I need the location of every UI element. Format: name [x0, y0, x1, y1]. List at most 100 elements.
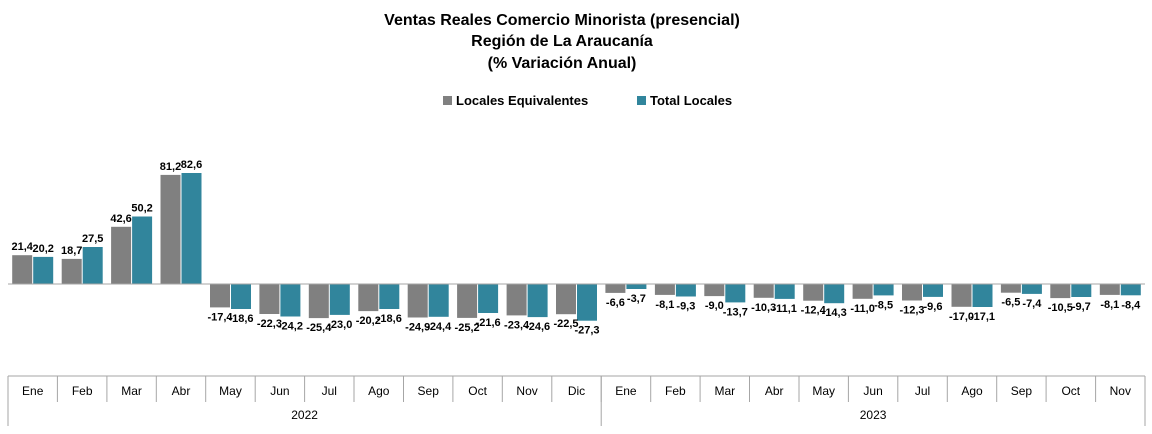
x-tick-label-5: Jun: [270, 384, 289, 398]
bar-locales-equivalentes-21: [1050, 284, 1071, 299]
bar-locales-equivalentes-11: [556, 284, 576, 315]
bar-total-locales-7: [379, 284, 400, 309]
bar-locales-equivalentes-19: [951, 284, 972, 307]
data-label-total-locales-3: 82,6: [181, 159, 202, 171]
data-label-total-locales-15: -11,1: [772, 303, 796, 315]
bar-locales-equivalentes-9: [457, 284, 478, 318]
data-label-total-locales-14: -13,7: [723, 306, 748, 318]
bar-locales-equivalentes-18: [902, 284, 922, 301]
bar-locales-equivalentes-5: [259, 284, 280, 314]
data-label-total-locales-2: 50,2: [131, 203, 152, 215]
bar-total-locales-21: [1071, 284, 1092, 297]
bar-locales-equivalentes-17: [852, 284, 873, 299]
bar-total-locales-2: [132, 216, 153, 284]
bar-total-locales-3: [181, 173, 202, 284]
chart-title-line-1: Ventas Reales Comercio Minorista (presen…: [384, 12, 740, 29]
x-tick-label-6: Jul: [322, 384, 337, 398]
bar-total-locales-6: [329, 284, 350, 315]
x-tick-label-9: Oct: [468, 384, 487, 398]
data-label-total-locales-13: -9,3: [676, 301, 695, 313]
data-label-locales-equivalentes-5: -22,3: [257, 318, 282, 330]
data-label-total-locales-22: -8,4: [1121, 299, 1141, 311]
data-label-locales-equivalentes-17: -11,0: [850, 303, 874, 315]
bar-locales-equivalentes-20: [1000, 284, 1021, 293]
x-tick-label-10: Nov: [516, 384, 537, 398]
data-label-locales-equivalentes-1: 18,7: [61, 245, 82, 257]
x-tick-label-12: Ene: [615, 384, 637, 398]
data-label-locales-equivalentes-11: -22,5: [553, 318, 578, 330]
bar-locales-equivalentes-0: [12, 255, 33, 284]
year-label-2022: 2022: [291, 408, 318, 422]
bar-total-locales-11: [577, 284, 597, 321]
bar-locales-equivalentes-22: [1099, 284, 1120, 295]
data-label-total-locales-9: -21,6: [476, 317, 501, 329]
data-label-locales-equivalentes-9: -25,2: [455, 322, 480, 334]
bar-total-locales-16: [824, 284, 845, 304]
bar-locales-equivalentes-2: [111, 226, 132, 284]
bar-locales-equivalentes-12: [605, 284, 626, 293]
bar-total-locales-5: [280, 284, 301, 317]
data-label-total-locales-7: -18,6: [377, 313, 402, 325]
data-label-total-locales-6: -23,0: [327, 319, 352, 331]
data-label-total-locales-17: -8,5: [874, 299, 893, 311]
bar-total-locales-0: [33, 256, 54, 284]
data-label-total-locales-11: -27,3: [574, 325, 599, 337]
data-label-total-locales-5: -24,2: [278, 321, 303, 333]
x-tick-label-16: May: [812, 384, 835, 398]
data-label-locales-equivalentes-14: -9,0: [705, 300, 724, 312]
legend-swatch-total-locales: [637, 96, 646, 105]
data-label-locales-equivalentes-20: -6,5: [1001, 297, 1020, 309]
x-tick-label-20: Sep: [1011, 384, 1033, 398]
x-tick-label-1: Feb: [72, 384, 93, 398]
category-axis: Ene Feb Mar Abr May Jun Jul Ago Sep Oct Nov Dic Ene F…: [7, 375, 1146, 426]
x-tick-label-3: Abr: [172, 384, 191, 398]
year-label-2023: 2023: [860, 408, 887, 422]
data-label-locales-equivalentes-16: -12,4: [801, 305, 827, 317]
data-label-locales-equivalentes-19: -17,0: [949, 311, 974, 323]
data-label-locales-equivalentes-3: 81,2: [160, 161, 181, 173]
bar-total-locales-1: [82, 247, 103, 284]
bar-total-locales-18: [923, 284, 943, 297]
bar-total-locales-14: [725, 284, 746, 303]
bar-locales-equivalentes-3: [160, 174, 181, 284]
bar-total-locales-15: [774, 284, 795, 299]
x-tick-label-19: Ago: [961, 384, 983, 398]
data-label-locales-equivalentes-22: -8,1: [1100, 299, 1119, 311]
data-label-total-locales-21: -9,7: [1072, 301, 1091, 313]
data-label-locales-equivalentes-8: -24,9: [405, 322, 430, 334]
x-tick-label-14: Mar: [714, 384, 735, 398]
data-label-locales-equivalentes-21: -10,5: [1048, 302, 1073, 314]
x-tick-label-18: Jul: [915, 384, 930, 398]
x-tick-label-17: Jun: [863, 384, 882, 398]
bar-total-locales-8: [428, 284, 449, 317]
data-label-total-locales-4: -18,6: [228, 313, 253, 325]
bar-total-locales-12: [626, 284, 647, 289]
x-tick-label-13: Feb: [665, 384, 686, 398]
data-label-locales-equivalentes-12: -6,6: [606, 297, 625, 309]
data-label-total-locales-12: -3,7: [627, 293, 646, 305]
x-tick-label-2: Mar: [121, 384, 142, 398]
chart-title-line-2: Región de La Araucanía: [471, 33, 653, 50]
bar-locales-equivalentes-7: [358, 284, 379, 312]
bar-total-locales-22: [1120, 284, 1141, 296]
data-label-total-locales-20: -7,4: [1022, 298, 1042, 310]
bar-locales-equivalentes-16: [803, 284, 824, 301]
data-label-total-locales-19: -17,1: [970, 311, 995, 323]
data-label-total-locales-18: -9,6: [924, 301, 943, 313]
data-label-total-locales-8: -24,4: [426, 321, 452, 333]
bar-locales-equivalentes-4: [210, 284, 230, 308]
data-label-total-locales-16: -14,3: [822, 307, 847, 319]
bar-total-locales-13: [675, 284, 696, 297]
bar-total-locales-19: [972, 284, 993, 307]
legend: Locales Equivalentes Total Locales: [443, 93, 732, 108]
data-labels-layer: 21,4 20,2 18,727,542,650,281,2 82,6-17,4-18…: [11, 159, 1141, 337]
x-tick-label-0: Ene: [22, 384, 44, 398]
data-label-locales-equivalentes-15: -10,3: [751, 302, 776, 314]
data-label-locales-equivalentes-0: 21,4: [11, 241, 33, 253]
bar-locales-equivalentes-1: [61, 258, 82, 284]
bar-locales-equivalentes-13: [654, 284, 675, 295]
data-label-locales-equivalentes-2: 42,6: [110, 213, 131, 225]
data-label-locales-equivalentes-7: -20,2: [356, 315, 381, 327]
bar-locales-equivalentes-14: [704, 284, 725, 297]
bar-total-locales-10: [527, 284, 548, 318]
